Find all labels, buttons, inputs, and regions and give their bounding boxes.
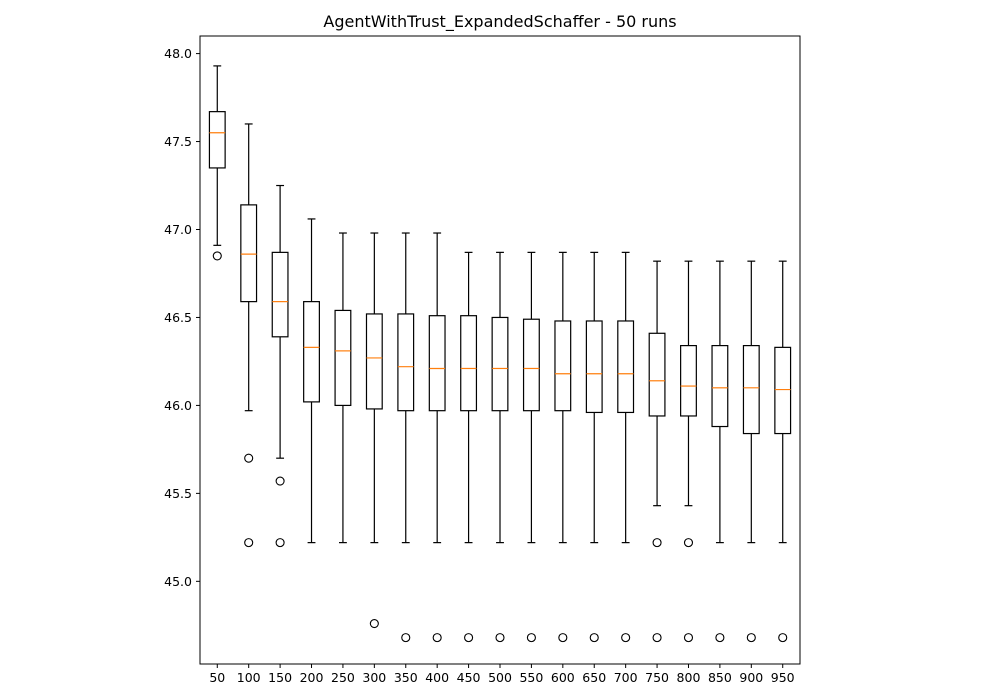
iqr-box: [680, 345, 697, 417]
outlier-point: [464, 633, 474, 643]
box-800: [680, 260, 697, 643]
outlier-point: [212, 251, 222, 261]
box-50: [208, 65, 226, 261]
x-tick-label: 650: [582, 670, 606, 685]
outlier-point: [401, 633, 411, 643]
iqr-box: [617, 320, 635, 414]
iqr-box: [240, 204, 258, 303]
box-600: [554, 251, 572, 643]
iqr-box: [271, 251, 289, 338]
outlier-point: [683, 538, 694, 548]
x-tick-label: 400: [425, 670, 449, 685]
x-tick-label: 450: [457, 670, 481, 685]
iqr-box: [365, 313, 383, 410]
x-tick-label: 550: [519, 670, 543, 685]
box-250: [334, 232, 352, 544]
outlier-point: [526, 633, 536, 643]
iqr-box: [648, 332, 666, 417]
x-tick-label: 750: [645, 670, 669, 685]
x-tick-label: 600: [551, 670, 575, 685]
outlier-point: [275, 476, 285, 486]
iqr-box: [208, 111, 226, 169]
iqr-box: [491, 316, 509, 412]
box-150: [271, 184, 289, 548]
outlier-point: [778, 633, 788, 643]
ticks-layer: 50 100 150 200 250 300 350 400 450 500 550 600 650 70…: [164, 46, 795, 685]
iqr-box: [554, 320, 572, 412]
x-tick-label: 800: [677, 670, 701, 685]
iqr-box: [774, 346, 792, 435]
outlier-point: [621, 633, 631, 643]
y-tick-label: 45.5: [164, 486, 192, 501]
x-tick-label: 250: [331, 670, 355, 685]
outlier-point: [432, 633, 442, 643]
x-tick-label: 50: [209, 670, 225, 685]
x-tick-label: 200: [300, 670, 324, 685]
box-650: [585, 251, 603, 643]
box-100: [240, 123, 258, 548]
outlier-point: [558, 633, 568, 643]
outlier-point: [746, 633, 756, 643]
outlier-point: [495, 633, 505, 643]
box-500: [491, 251, 509, 643]
outlier-point: [683, 633, 694, 643]
y-tick-label: 48.0: [164, 46, 192, 61]
outlier-point: [652, 538, 662, 548]
iqr-box: [585, 320, 603, 414]
chart-title: AgentWithTrust_ExpandedSchaffer - 50 run…: [323, 12, 676, 32]
box-900: [742, 260, 760, 643]
box-750: [648, 260, 666, 643]
iqr-box: [303, 301, 320, 403]
x-tick-label: 150: [268, 670, 292, 685]
iqr-box: [428, 315, 446, 412]
iqr-box: [711, 345, 729, 428]
box-850: [711, 260, 729, 643]
outlier-point: [275, 538, 285, 548]
x-tick-label: 500: [488, 670, 512, 685]
box-950: [774, 260, 792, 643]
box-350: [397, 232, 415, 643]
x-tick-label: 350: [394, 670, 418, 685]
box-400: [428, 232, 446, 643]
outlier-point: [244, 453, 254, 463]
box-450: [460, 251, 478, 643]
box-700: [617, 251, 635, 643]
x-tick-label: 300: [362, 670, 386, 685]
box-550: [522, 251, 540, 643]
iqr-box: [397, 313, 415, 412]
x-tick-label: 900: [739, 670, 763, 685]
boxes-layer: [208, 65, 792, 643]
y-tick-label: 46.5: [164, 310, 192, 325]
x-tick-label: 850: [708, 670, 732, 685]
x-tick-label: 100: [237, 670, 261, 685]
y-tick-label: 46.0: [164, 398, 192, 413]
box-200: [303, 218, 320, 544]
y-tick-label: 47.0: [164, 222, 192, 237]
y-tick-label: 47.5: [164, 134, 192, 149]
iqr-box: [460, 315, 478, 412]
iqr-box: [742, 345, 760, 435]
outlier-point: [715, 633, 725, 643]
outlier-point: [244, 538, 254, 548]
iqr-box: [334, 309, 352, 407]
outlier-point: [652, 633, 662, 643]
iqr-box: [522, 318, 540, 412]
plot-frame: [199, 35, 801, 665]
y-tick-label: 45.0: [164, 574, 192, 589]
outlier-point: [369, 618, 379, 629]
box-300: [365, 232, 383, 629]
outlier-point: [589, 633, 599, 643]
x-tick-label: 950: [771, 670, 795, 685]
x-tick-label: 700: [614, 670, 638, 685]
